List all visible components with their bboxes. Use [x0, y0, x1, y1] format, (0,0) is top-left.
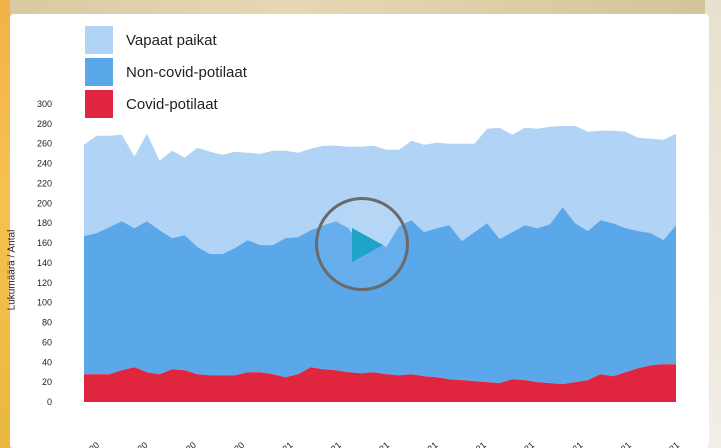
y-tick-label: 20: [42, 377, 52, 387]
y-tick-label: 280: [37, 119, 52, 129]
legend-label-covid: Covid-potilaat: [126, 96, 218, 113]
background-left-strip: [0, 0, 10, 448]
y-tick-label: 60: [42, 337, 52, 347]
y-axis-ticks: 0 20 40 60 80 100 120 140 160 180 200 220 240 260 280 3…: [37, 99, 52, 407]
area-vapaat-paikat: [84, 125, 676, 255]
legend-swatch-covid: [85, 90, 113, 118]
y-axis-label: Lukumäärä / Antal: [6, 229, 18, 311]
chart-areas: [84, 125, 676, 402]
x-tick-label: 01.2021: [408, 440, 439, 448]
y-tick-label: 260: [37, 139, 52, 149]
x-axis-ticks: 12.2020 12.2020 12.2020 12.2020 01.2021 01.20…: [70, 440, 681, 448]
x-tick-label: 01.2021: [263, 440, 294, 448]
y-tick-label: 40: [42, 357, 52, 367]
y-tick-label: 140: [37, 258, 52, 268]
x-tick-label: 02.2021: [602, 440, 633, 448]
x-tick-label: 01.2021: [360, 440, 391, 448]
y-tick-label: 220: [37, 178, 52, 188]
x-tick-label: 12.2020: [70, 440, 101, 448]
legend-swatch-vapaat: [85, 26, 113, 54]
area-covid-potilaat: [84, 364, 676, 402]
x-tick-label: 02.2021: [505, 440, 536, 448]
legend-label-non-covid: Non-covid-potilaat: [126, 64, 247, 81]
play-button[interactable]: [315, 197, 409, 291]
y-tick-label: 100: [37, 298, 52, 308]
x-tick-label: 02.2021: [457, 440, 488, 448]
x-tick-label: 12.2020: [167, 440, 198, 448]
x-tick-label: 03.2021: [650, 440, 681, 448]
y-tick-label: 180: [37, 218, 52, 228]
area-non-covid-potilaat: [84, 207, 676, 385]
y-tick-label: 160: [37, 238, 52, 248]
x-tick-label: 01.2021: [312, 440, 343, 448]
y-tick-label: 0: [47, 397, 52, 407]
y-tick-label: 300: [37, 99, 52, 109]
background-right-strip: [705, 0, 721, 448]
x-tick-label: 02.2021: [553, 440, 584, 448]
legend-label-vapaat: Vapaat paikat: [126, 32, 217, 49]
y-tick-label: 120: [37, 278, 52, 288]
y-tick-label: 200: [37, 198, 52, 208]
play-icon: [352, 228, 383, 262]
x-tick-label: 12.2020: [118, 440, 149, 448]
y-tick-label: 240: [37, 159, 52, 169]
x-tick-label: 12.2020: [215, 440, 246, 448]
legend-swatch-non-covid: [85, 58, 113, 86]
y-tick-label: 80: [42, 318, 52, 328]
